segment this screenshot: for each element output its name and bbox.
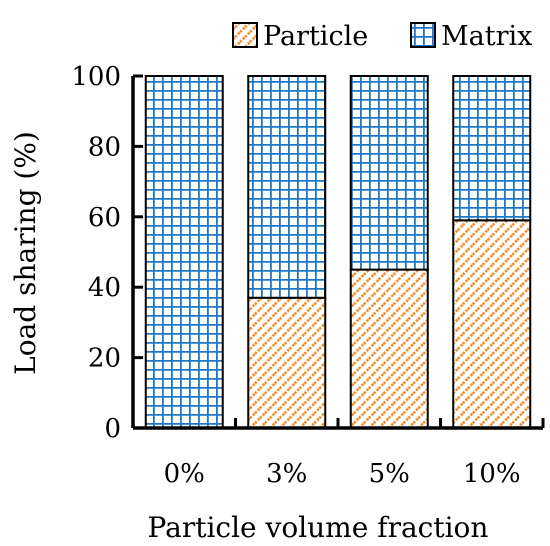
x-tick-label-0: 0% <box>164 459 205 489</box>
x-tick-label-1: 3% <box>266 459 307 489</box>
legend-swatch-particle <box>232 22 258 48</box>
bars-group <box>144 75 532 430</box>
y-ticks-group: 0 20 40 60 80 100 <box>71 62 143 444</box>
legend-label-matrix: Matrix <box>441 21 532 52</box>
bar-matrix-2 <box>349 75 429 271</box>
y-tick-label-4: 80 <box>88 132 121 162</box>
y-tick-label-1: 20 <box>88 344 121 374</box>
bar-particle-3 <box>452 219 532 429</box>
bar-matrix-1 <box>247 75 327 299</box>
bar-matrix-3 <box>452 75 532 222</box>
legend-swatch-matrix <box>410 22 436 48</box>
x-tick-label-3: 10% <box>463 459 521 489</box>
bar-particle-1 <box>247 296 327 430</box>
y-tick-label-3: 60 <box>88 203 121 233</box>
y-axis-title: Load sharing (%) <box>9 131 42 375</box>
y-tick-label-5: 100 <box>71 62 121 92</box>
bar-particle-2 <box>349 268 429 429</box>
x-tick-label-2: 5% <box>369 459 410 489</box>
legend-label-particle: Particle <box>263 21 368 52</box>
legend: Particle Matrix <box>232 21 532 52</box>
y-tick-label-2: 40 <box>88 273 121 303</box>
bar-matrix-0 <box>144 75 224 429</box>
y-tick-label-0: 0 <box>104 414 121 444</box>
x-axis-title: Particle volume fraction <box>148 511 489 544</box>
x-ticks-group: 0% 3% 5% 10% <box>131 418 545 489</box>
